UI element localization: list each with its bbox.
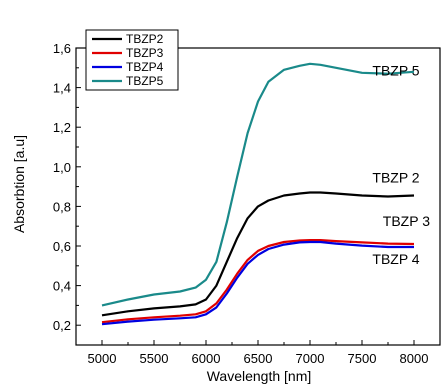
series-annotation: TBZP 4 bbox=[372, 251, 419, 267]
x-tick-label: 5500 bbox=[140, 351, 169, 366]
legend-label: TBZP4 bbox=[126, 60, 164, 74]
x-axis-title: Wavelength [nm] bbox=[207, 368, 312, 384]
x-tick-label: 7000 bbox=[296, 351, 325, 366]
legend-label: TBZP5 bbox=[126, 74, 164, 88]
y-axis-label: Absorbtion [a.u] bbox=[11, 135, 27, 233]
y-tick-label: 1,4 bbox=[53, 81, 71, 96]
y-tick-label: 1,6 bbox=[53, 41, 71, 56]
x-tick-label: 5000 bbox=[88, 351, 117, 366]
series-annotation: TBZP 3 bbox=[383, 213, 430, 229]
series-line-tbzp5 bbox=[101, 62, 415, 307]
series-line-tbzp4 bbox=[101, 240, 414, 326]
y-tick-label: 0,2 bbox=[53, 318, 71, 333]
x-tick-label: 6500 bbox=[244, 351, 273, 366]
y-tick-label: 0,8 bbox=[53, 199, 71, 214]
x-tick-label: 7500 bbox=[348, 351, 377, 366]
series-line-tbzp2 bbox=[101, 191, 415, 317]
x-axis-label: Wavelength [nm] bbox=[207, 368, 312, 384]
y-tick-label: 1,0 bbox=[53, 160, 71, 175]
y-tick-label: 0,6 bbox=[53, 239, 71, 254]
y-tick-label: 0,4 bbox=[53, 279, 71, 294]
x-tick-label: 6000 bbox=[192, 351, 221, 366]
series-annotation: TBZP 5 bbox=[372, 63, 419, 79]
plot-area: 5000 5500 6000 6500 7000 7500 8000 0,2 0,4 0,6 0,8… bbox=[53, 41, 441, 366]
x-tick-label: 8000 bbox=[400, 351, 429, 366]
y-tick-label: 1,2 bbox=[53, 120, 71, 135]
legend-label: TBZP3 bbox=[126, 46, 164, 60]
y-axis-title: Absorbtion [a.u] bbox=[11, 135, 27, 233]
series-line-tbzp3 bbox=[101, 239, 415, 324]
series-annotation: TBZP 2 bbox=[372, 170, 419, 186]
legend-label: TBZP2 bbox=[126, 32, 164, 46]
